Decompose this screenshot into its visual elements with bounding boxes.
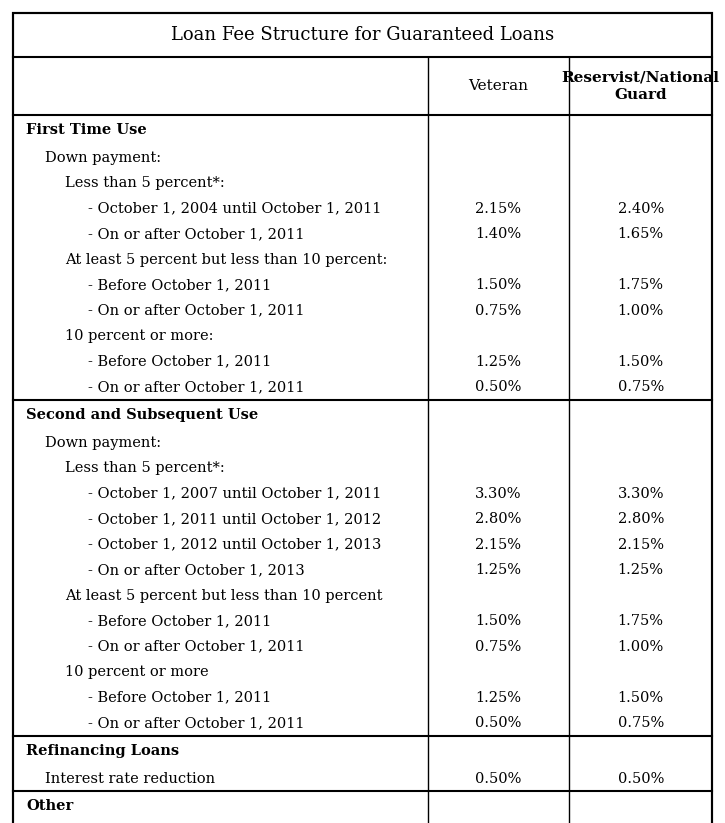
Text: 1.25%: 1.25% bbox=[618, 563, 663, 577]
Text: Less than 5 percent*:: Less than 5 percent*: bbox=[65, 176, 225, 190]
Text: - On or after October 1, 2011: - On or after October 1, 2011 bbox=[88, 304, 304, 318]
Text: 3.30%: 3.30% bbox=[475, 486, 522, 500]
Text: - Before October 1, 2011: - Before October 1, 2011 bbox=[88, 355, 271, 369]
Text: 1.50%: 1.50% bbox=[618, 690, 664, 704]
Text: 0.75%: 0.75% bbox=[476, 639, 521, 653]
Text: Loan Fee Structure for Guaranteed Loans: Loan Fee Structure for Guaranteed Loans bbox=[171, 26, 554, 44]
Text: Down payment:: Down payment: bbox=[45, 151, 161, 165]
Text: 0.50%: 0.50% bbox=[476, 772, 522, 786]
Text: Reservist/National
Guard: Reservist/National Guard bbox=[562, 70, 720, 102]
Text: - On or after October 1, 2011: - On or after October 1, 2011 bbox=[88, 227, 304, 241]
Text: - On or after October 1, 2011: - On or after October 1, 2011 bbox=[88, 639, 304, 653]
Text: 0.50%: 0.50% bbox=[476, 716, 522, 730]
Text: - On or after October 1, 2011: - On or after October 1, 2011 bbox=[88, 380, 304, 394]
Text: 2.15%: 2.15% bbox=[476, 202, 521, 216]
Text: Second and Subsequent Use: Second and Subsequent Use bbox=[26, 408, 258, 422]
Text: Veteran: Veteran bbox=[468, 79, 529, 93]
Text: 1.50%: 1.50% bbox=[476, 278, 521, 292]
Text: 2.15%: 2.15% bbox=[476, 537, 521, 551]
Text: 2.80%: 2.80% bbox=[618, 512, 664, 526]
Text: First Time Use: First Time Use bbox=[26, 123, 146, 137]
Text: - October 1, 2007 until October 1, 2011: - October 1, 2007 until October 1, 2011 bbox=[88, 486, 381, 500]
Text: 1.75%: 1.75% bbox=[618, 278, 663, 292]
Text: - Before October 1, 2011: - Before October 1, 2011 bbox=[88, 690, 271, 704]
Text: - Before October 1, 2011: - Before October 1, 2011 bbox=[88, 278, 271, 292]
Text: 0.50%: 0.50% bbox=[618, 772, 664, 786]
Text: 0.75%: 0.75% bbox=[476, 304, 521, 318]
Text: Less than 5 percent*:: Less than 5 percent*: bbox=[65, 461, 225, 475]
Text: 2.80%: 2.80% bbox=[476, 512, 522, 526]
Text: Down payment:: Down payment: bbox=[45, 435, 161, 449]
Text: - October 1, 2012 until October 1, 2013: - October 1, 2012 until October 1, 2013 bbox=[88, 537, 381, 551]
Text: 0.75%: 0.75% bbox=[618, 380, 664, 394]
Text: - On or after October 1, 2011: - On or after October 1, 2011 bbox=[88, 716, 304, 730]
Text: 2.15%: 2.15% bbox=[618, 537, 663, 551]
Text: Refinancing Loans: Refinancing Loans bbox=[26, 744, 179, 758]
Text: 1.50%: 1.50% bbox=[476, 614, 521, 628]
Text: 0.75%: 0.75% bbox=[618, 716, 664, 730]
Text: Other: Other bbox=[26, 799, 73, 813]
Text: 10 percent or more: 10 percent or more bbox=[65, 665, 209, 679]
Text: 2.40%: 2.40% bbox=[618, 202, 664, 216]
Text: 1.00%: 1.00% bbox=[618, 639, 664, 653]
Text: 1.50%: 1.50% bbox=[618, 355, 664, 369]
Text: 1.65%: 1.65% bbox=[618, 227, 664, 241]
Text: - On or after October 1, 2013: - On or after October 1, 2013 bbox=[88, 563, 304, 577]
Text: 1.40%: 1.40% bbox=[476, 227, 521, 241]
Text: 3.30%: 3.30% bbox=[618, 486, 664, 500]
Text: 1.25%: 1.25% bbox=[476, 355, 521, 369]
Text: 0.50%: 0.50% bbox=[476, 380, 522, 394]
Text: 1.25%: 1.25% bbox=[476, 690, 521, 704]
Text: - Before October 1, 2011: - Before October 1, 2011 bbox=[88, 614, 271, 628]
Text: - October 1, 2004 until October 1, 2011: - October 1, 2004 until October 1, 2011 bbox=[88, 202, 381, 216]
Text: At least 5 percent but less than 10 percent:: At least 5 percent but less than 10 perc… bbox=[65, 253, 387, 267]
Text: - October 1, 2011 until October 1, 2012: - October 1, 2011 until October 1, 2012 bbox=[88, 512, 381, 526]
Text: 1.25%: 1.25% bbox=[476, 563, 521, 577]
Text: 1.00%: 1.00% bbox=[618, 304, 664, 318]
Text: At least 5 percent but less than 10 percent: At least 5 percent but less than 10 perc… bbox=[65, 588, 383, 602]
Text: 10 percent or more:: 10 percent or more: bbox=[65, 329, 213, 343]
Text: Interest rate reduction: Interest rate reduction bbox=[45, 772, 215, 786]
Text: 1.75%: 1.75% bbox=[618, 614, 663, 628]
